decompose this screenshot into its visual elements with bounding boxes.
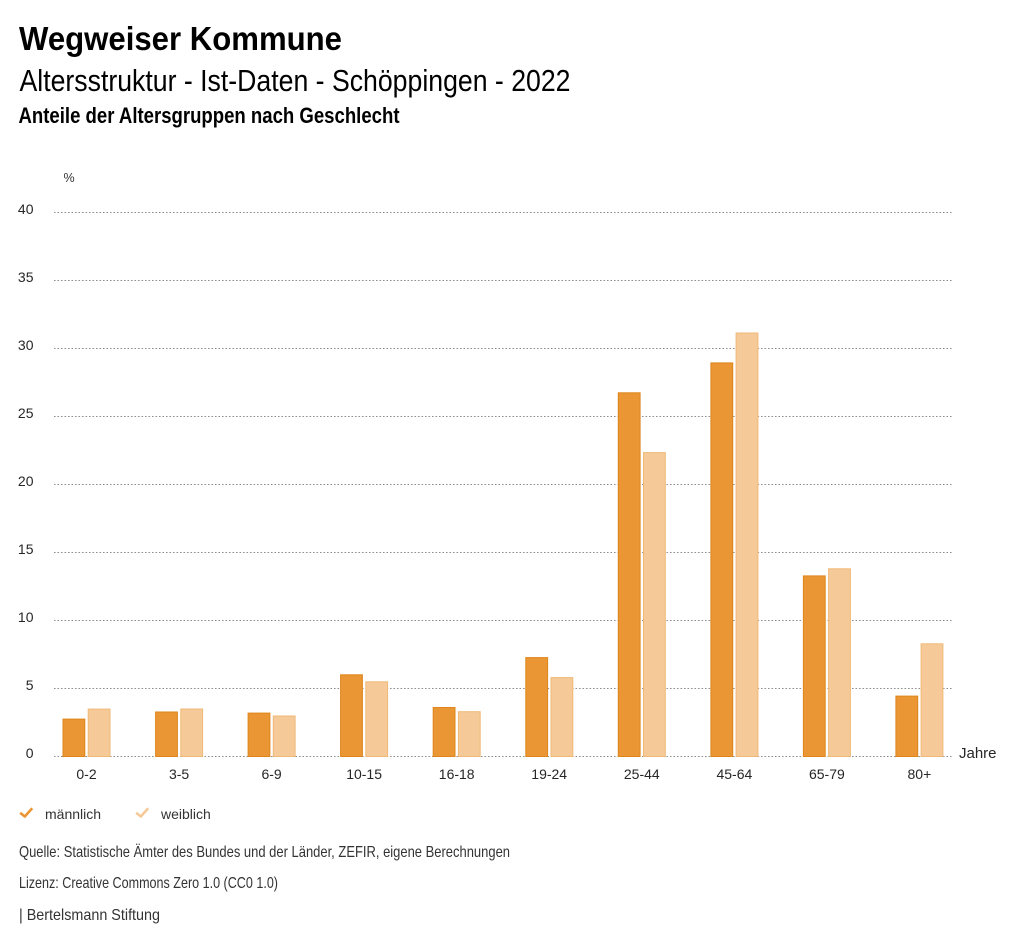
svg-text:20: 20: [18, 473, 34, 489]
svg-text:| Bertelsmann Stiftung: | Bertelsmann Stiftung: [19, 907, 160, 924]
svg-text:10-15: 10-15: [346, 766, 382, 782]
svg-text:25-44: 25-44: [624, 766, 660, 782]
svg-text:80+: 80+: [908, 766, 932, 782]
svg-text:Wegweiser Kommune: Wegweiser Kommune: [19, 20, 342, 57]
svg-text:19-24: 19-24: [531, 766, 567, 782]
svg-text:30: 30: [18, 337, 34, 353]
svg-text:Altersstruktur - Ist-Daten - S: Altersstruktur - Ist-Daten - Schöppingen…: [20, 63, 571, 98]
svg-text:%: %: [64, 171, 75, 185]
svg-text:0-2: 0-2: [76, 766, 96, 782]
svg-text:0: 0: [26, 745, 34, 761]
svg-text:16-18: 16-18: [439, 766, 475, 782]
svg-text:weiblich: weiblich: [160, 806, 211, 822]
svg-text:5: 5: [26, 677, 34, 693]
svg-text:6-9: 6-9: [261, 766, 281, 782]
svg-text:45-64: 45-64: [716, 766, 752, 782]
svg-text:Jahre: Jahre: [959, 745, 997, 762]
svg-text:Anteile der Altersgruppen nach: Anteile der Altersgruppen nach Geschlech…: [19, 103, 401, 128]
svg-text:Quelle: Statistische Ämter des: Quelle: Statistische Ämter des Bundes un…: [19, 843, 510, 861]
svg-text:15: 15: [18, 541, 34, 557]
svg-text:männlich: männlich: [45, 806, 101, 822]
svg-text:65-79: 65-79: [809, 766, 845, 782]
svg-text:40: 40: [18, 201, 34, 217]
svg-text:25: 25: [18, 405, 34, 421]
svg-text:3-5: 3-5: [169, 766, 189, 782]
svg-text:Lizenz: Creative Commons Zero: Lizenz: Creative Commons Zero 1.0 (CC0 1…: [19, 875, 278, 892]
svg-text:10: 10: [18, 609, 34, 625]
svg-text:35: 35: [18, 269, 34, 285]
